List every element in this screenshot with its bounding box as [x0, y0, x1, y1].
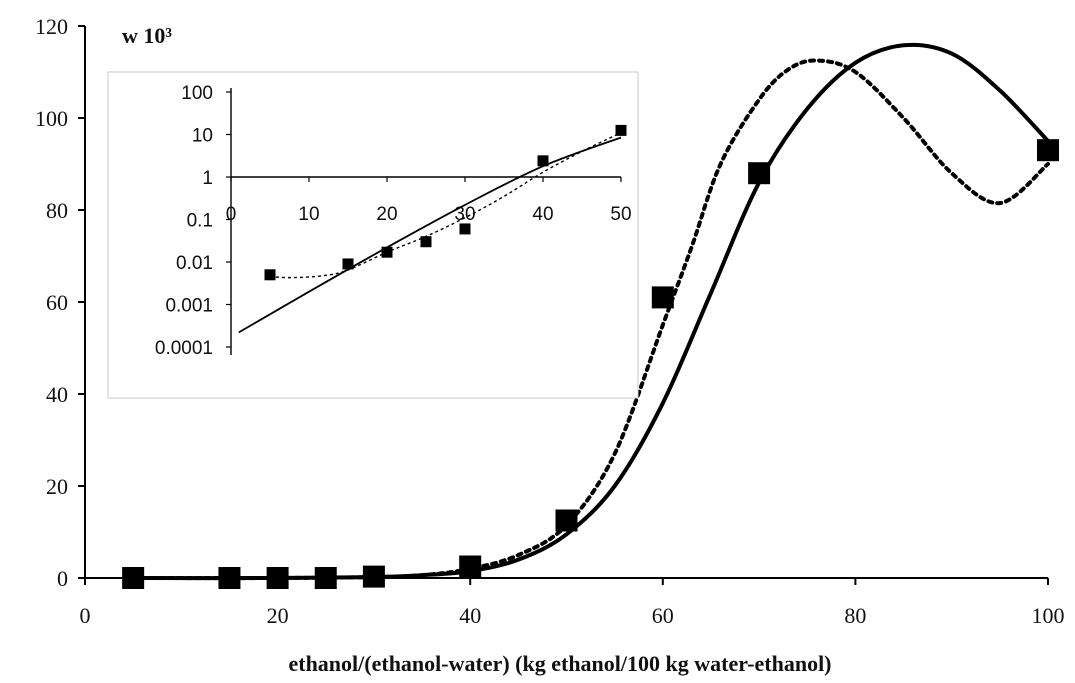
inset-x-tick-label: 20 — [376, 204, 397, 225]
main-data-marker — [122, 567, 145, 589]
inset-x-tick-label: 0 — [226, 204, 237, 225]
inset-y-tick-label: 100 — [181, 83, 213, 104]
inset-y-tick-label: 0.01 — [176, 253, 213, 274]
inset-x-tick-label: 50 — [610, 204, 631, 225]
inset-x-tick-label: 30 — [454, 204, 475, 225]
inset-data-marker — [537, 155, 549, 167]
main-data-marker — [266, 567, 289, 589]
main-y-tick-label: 80 — [46, 198, 68, 223]
inset-solid-curve — [238, 136, 622, 334]
main-y-tick-label: 100 — [35, 106, 68, 131]
inset-x-tick-label: 40 — [532, 204, 553, 225]
main-x-tick-label: 60 — [652, 603, 674, 628]
inset-data-marker — [264, 269, 276, 281]
inset-axes: 100 10 1 0.1 0.01 0.001 0.0001 0 10 20 30 40 50 — [155, 83, 632, 359]
main-data-marker — [459, 555, 482, 578]
inset-panel — [107, 71, 639, 399]
main-y-tick-label: 20 — [46, 474, 68, 499]
main-data-marker — [362, 565, 385, 588]
main-dotted-curve — [131, 58, 1050, 581]
main-data-marker — [218, 567, 241, 589]
main-data-marker — [1037, 139, 1059, 162]
inset-series — [238, 124, 627, 334]
main-data-marker — [748, 162, 771, 185]
inset-y-tick-label: 10 — [192, 126, 213, 147]
main-data-marker — [555, 509, 578, 532]
main-x-tick-label: 20 — [267, 603, 289, 628]
inset-data-marker — [381, 246, 393, 258]
main-x-tick-label: 40 — [459, 603, 481, 628]
inset-y-tick-label: 0.0001 — [155, 338, 213, 359]
main-y-tick-label: 120 — [35, 14, 68, 39]
main-y-tick-label: 40 — [46, 382, 68, 407]
main-x-tick-label: 100 — [1032, 603, 1065, 628]
x-axis-title: ethanol/(ethanol-water) (kg ethanol/100 … — [288, 651, 831, 676]
main-x-tick-label: 0 — [80, 603, 91, 628]
main-y-tick-label: 0 — [57, 566, 68, 591]
inset-y-tick-label: 0.1 — [187, 211, 213, 232]
inset-data-marker — [342, 258, 354, 270]
inset-y-tick-label: 0.001 — [165, 296, 213, 317]
inset-y-tick-label: 1 — [202, 168, 213, 189]
main-y-tick-label: 60 — [46, 290, 68, 315]
inset-data-marker — [420, 236, 432, 248]
main-data-marker — [314, 567, 337, 589]
inset-data-marker — [459, 223, 471, 235]
inset-data-marker — [615, 124, 627, 136]
main-data-marker — [651, 286, 674, 309]
main-series — [122, 42, 1059, 589]
y-axis-title: w 10³ — [122, 23, 172, 48]
main-x-tick-label: 80 — [844, 603, 866, 628]
inset-x-tick-label: 10 — [298, 204, 319, 225]
